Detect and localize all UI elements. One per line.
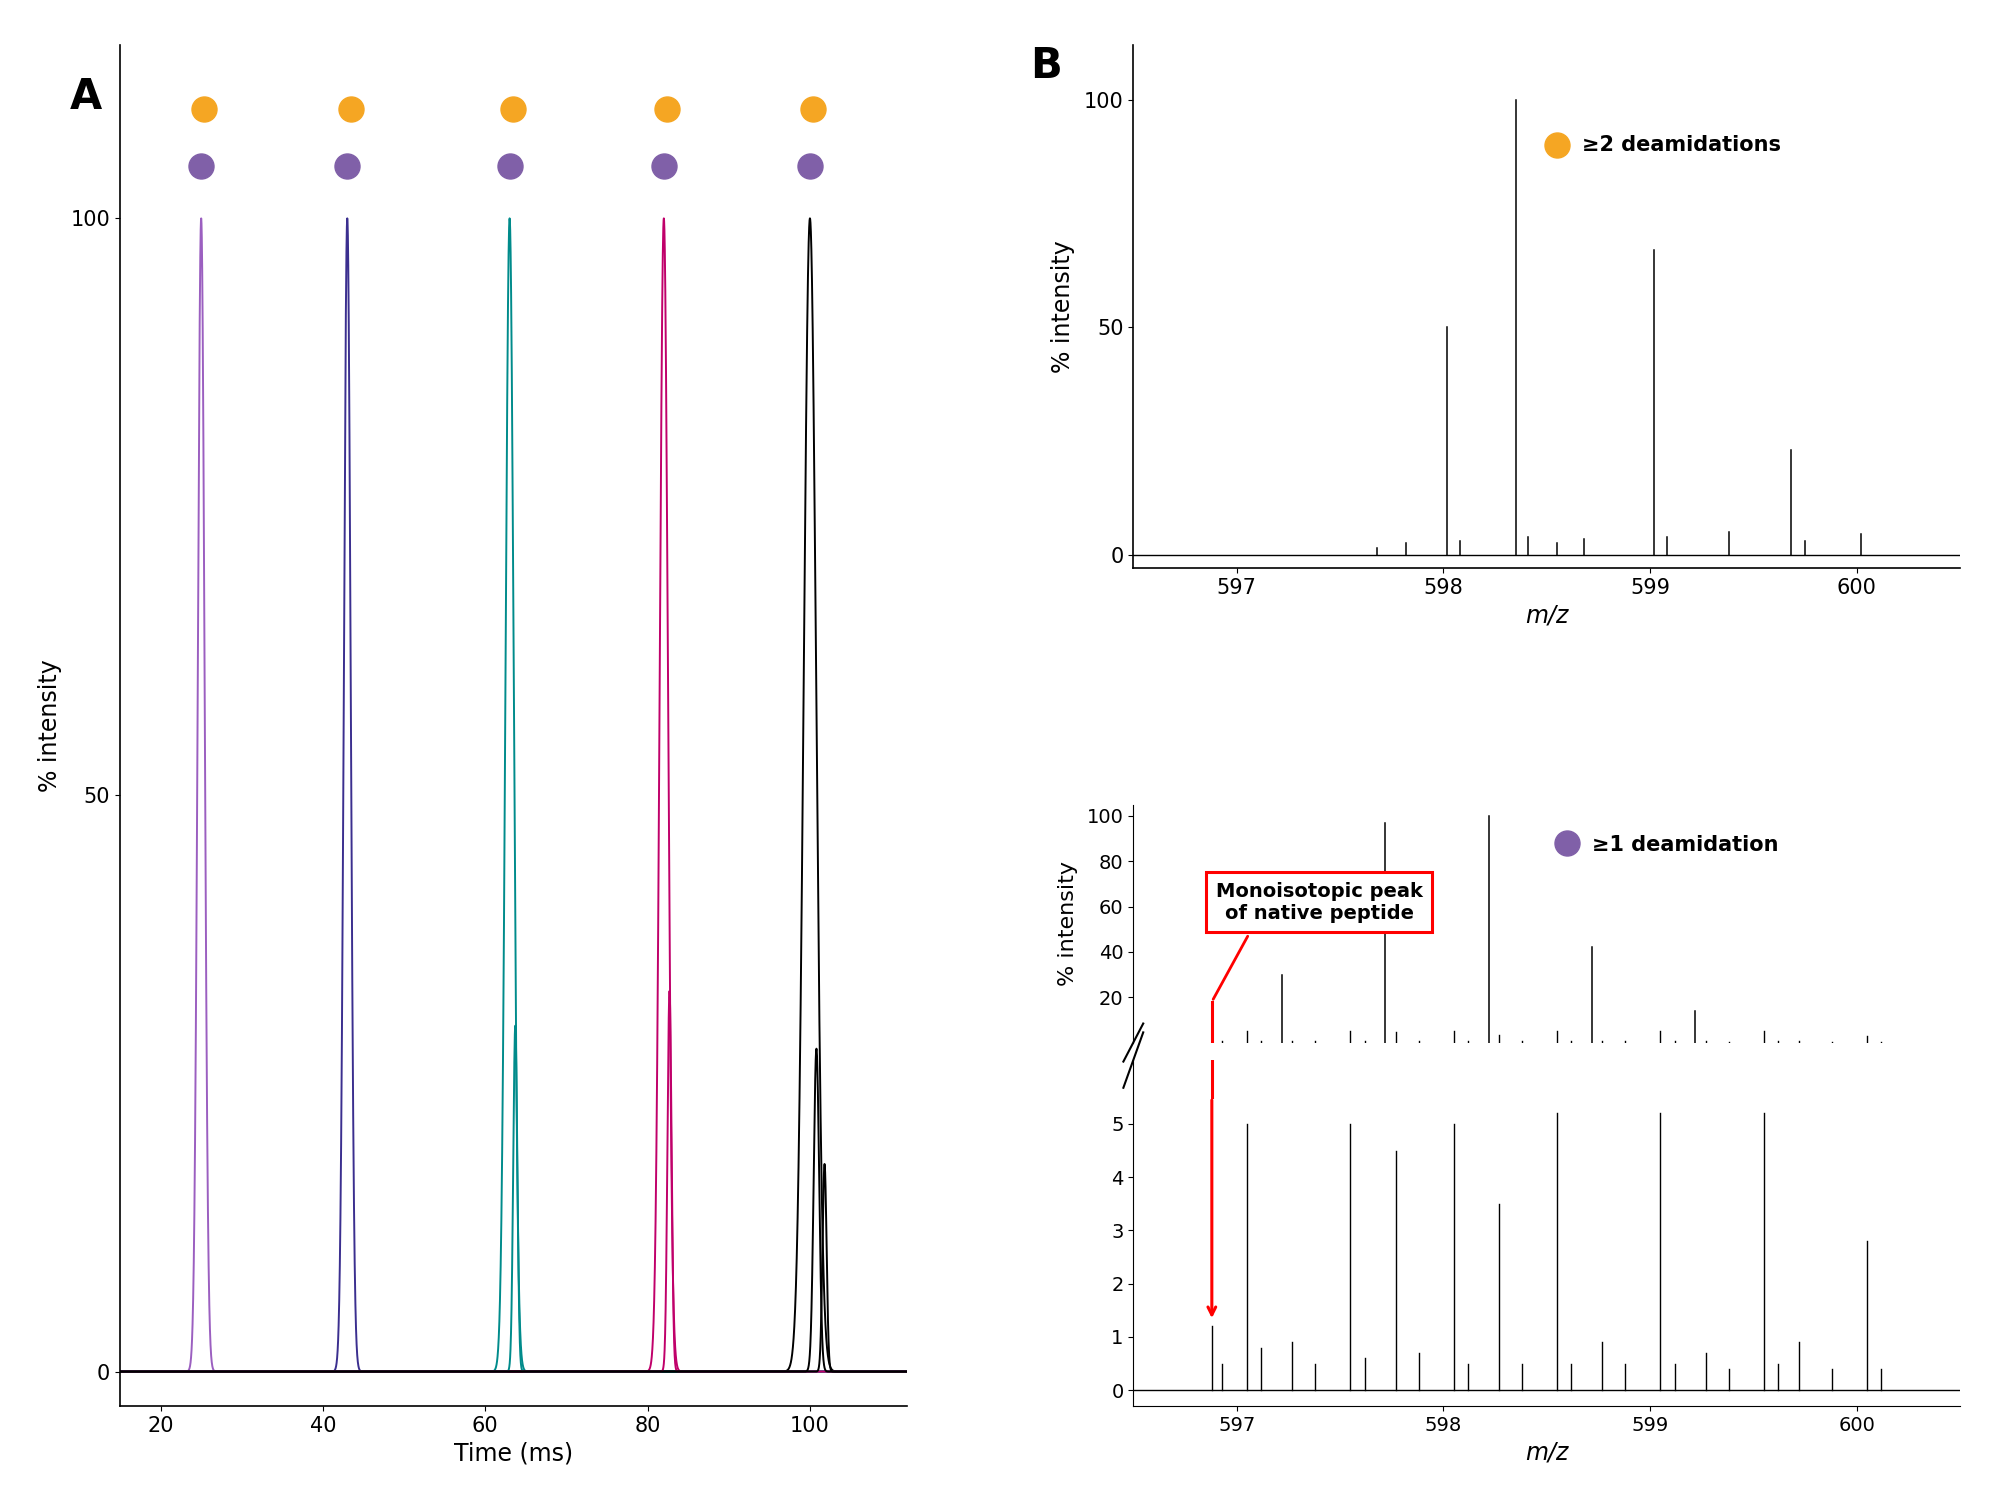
Point bbox=[334, 97, 366, 121]
Point bbox=[1552, 832, 1584, 856]
Point bbox=[494, 154, 526, 178]
Point bbox=[186, 154, 218, 178]
X-axis label: Time (ms): Time (ms) bbox=[454, 1441, 574, 1465]
Text: ≥1 deamidation: ≥1 deamidation bbox=[1592, 836, 1778, 856]
Point bbox=[798, 97, 830, 121]
Point bbox=[794, 154, 826, 178]
Point bbox=[1540, 133, 1572, 157]
Point bbox=[652, 97, 684, 121]
Point bbox=[648, 154, 680, 178]
Point bbox=[332, 154, 364, 178]
Y-axis label: % intensity: % intensity bbox=[38, 659, 62, 792]
X-axis label: m/z: m/z bbox=[1524, 603, 1568, 627]
Text: Monoisotopic peak
of native peptide: Monoisotopic peak of native peptide bbox=[1216, 881, 1422, 922]
Y-axis label: % intensity: % intensity bbox=[1058, 860, 1078, 986]
X-axis label: m/z: m/z bbox=[1524, 1441, 1568, 1465]
Text: A: A bbox=[70, 76, 102, 118]
Y-axis label: % intensity: % intensity bbox=[1052, 240, 1076, 373]
Point bbox=[496, 97, 528, 121]
Point bbox=[188, 97, 220, 121]
Text: B: B bbox=[1030, 45, 1062, 88]
Text: ≥2 deamidations: ≥2 deamidations bbox=[1582, 136, 1780, 156]
